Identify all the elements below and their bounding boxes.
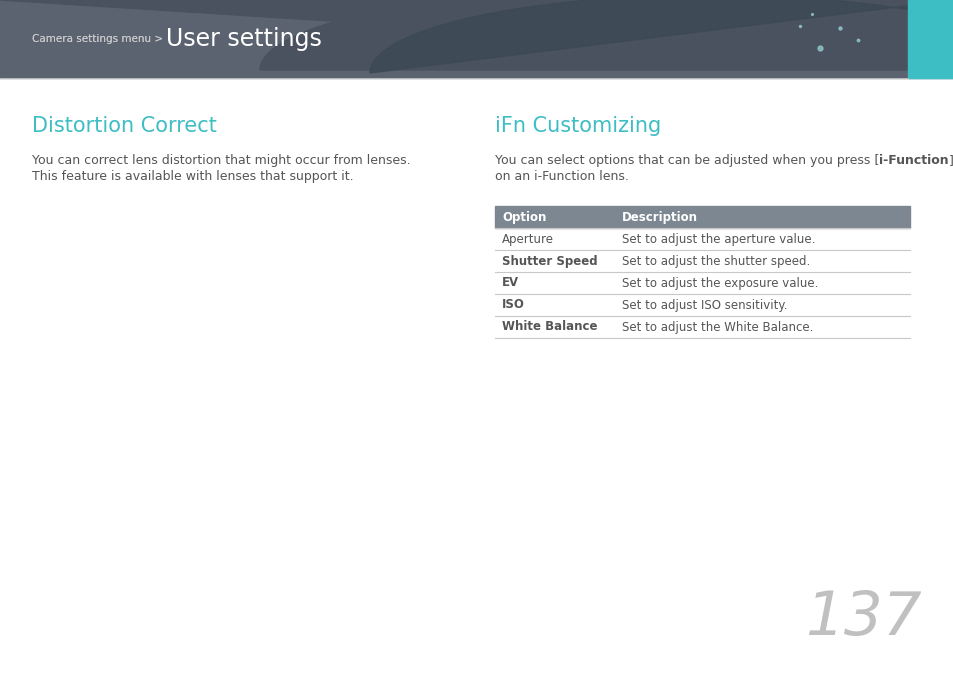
Text: Distortion Correct: Distortion Correct — [32, 116, 216, 136]
Text: This feature is available with lenses that support it.: This feature is available with lenses th… — [32, 170, 354, 183]
Text: 137: 137 — [804, 589, 921, 648]
Polygon shape — [370, 0, 953, 73]
Text: Aperture: Aperture — [501, 233, 554, 245]
Text: ]: ] — [948, 154, 953, 167]
Bar — [907, 0, 953, 78]
Text: iFn Customizing: iFn Customizing — [495, 116, 660, 136]
Text: Set to adjust the exposure value.: Set to adjust the exposure value. — [621, 276, 818, 289]
Text: Description: Description — [621, 210, 698, 224]
Text: Set to adjust ISO sensitivity.: Set to adjust ISO sensitivity. — [621, 299, 786, 312]
Text: Shutter Speed: Shutter Speed — [501, 254, 597, 268]
Bar — [0, 0, 953, 78]
Text: Set to adjust the White Balance.: Set to adjust the White Balance. — [621, 320, 813, 333]
Text: Camera settings menu >: Camera settings menu > — [32, 34, 166, 44]
Text: User settings: User settings — [166, 27, 322, 51]
Text: on an i-Function lens.: on an i-Function lens. — [495, 170, 628, 183]
Text: EV: EV — [501, 276, 518, 289]
Text: You can select options that can be adjusted when you press [: You can select options that can be adjus… — [495, 154, 879, 167]
Text: Option: Option — [501, 210, 546, 224]
Text: Camera settings menu >: Camera settings menu > — [32, 34, 166, 44]
Text: White Balance: White Balance — [501, 320, 597, 333]
Bar — [495, 206, 909, 228]
Text: ISO: ISO — [501, 299, 524, 312]
Text: i-Function: i-Function — [879, 154, 948, 167]
Polygon shape — [0, 0, 953, 70]
Text: You can correct lens distortion that might occur from lenses.: You can correct lens distortion that mig… — [32, 154, 410, 167]
Text: Set to adjust the shutter speed.: Set to adjust the shutter speed. — [621, 254, 809, 268]
Text: Set to adjust the aperture value.: Set to adjust the aperture value. — [621, 233, 815, 245]
